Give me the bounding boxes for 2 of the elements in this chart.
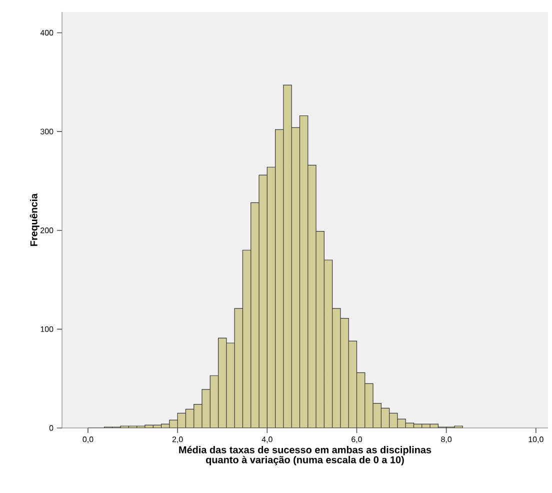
x-axis-title: Média das taxas de sucesso em ambas as disciplinas quanto à variação (numa escala de 0 a 10) [179,446,432,466]
y-axis-title: Frequência [30,193,40,246]
